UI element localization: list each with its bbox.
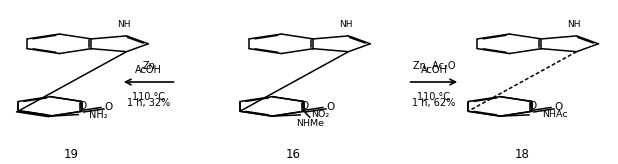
Text: NH: NH (117, 20, 130, 29)
Text: 1 h, 32%: 1 h, 32% (127, 98, 171, 108)
Text: NHMe: NHMe (296, 119, 324, 128)
Text: NO₂: NO₂ (311, 110, 330, 119)
Text: O: O (78, 101, 86, 111)
Text: 110 °C: 110 °C (417, 92, 451, 102)
Text: O: O (555, 102, 563, 112)
Text: 18: 18 (514, 148, 529, 161)
Text: NHAc: NHAc (542, 110, 568, 119)
Text: 16: 16 (286, 148, 301, 161)
Text: O: O (528, 101, 536, 111)
Text: O: O (104, 102, 113, 112)
Text: NH: NH (567, 20, 580, 29)
Text: O: O (327, 102, 335, 112)
Text: AcOH: AcOH (135, 65, 162, 75)
Text: Zn: Zn (142, 61, 155, 71)
Text: NH₂: NH₂ (90, 110, 108, 120)
Text: O: O (300, 101, 308, 111)
Text: 110 °C: 110 °C (132, 92, 165, 102)
Text: 19: 19 (64, 148, 79, 161)
Text: NH: NH (339, 20, 352, 29)
Text: 1 h, 62%: 1 h, 62% (412, 98, 455, 108)
Text: AcOH: AcOH (420, 65, 447, 75)
Text: Zn, Ac₂O: Zn, Ac₂O (413, 61, 455, 71)
